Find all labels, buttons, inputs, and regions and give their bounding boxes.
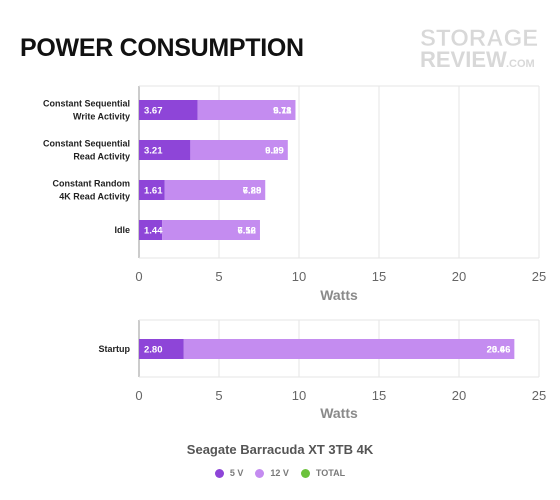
- x-tick-label: 25: [532, 388, 546, 403]
- logo-line1: STORAGE: [420, 25, 538, 52]
- data-label-5v: 2.80: [144, 345, 163, 356]
- bar-12v: [162, 220, 260, 240]
- x-tick-label: 10: [292, 269, 306, 284]
- data-label-total: 23.46: [487, 345, 511, 356]
- category-label: Idle: [114, 225, 130, 235]
- bar-5v: [139, 339, 184, 359]
- x-tick-label: 0: [135, 388, 142, 403]
- chart-title: POWER CONSUMPTION: [20, 34, 304, 62]
- x-tick-label: 10: [292, 388, 306, 403]
- bar-5v: [139, 180, 165, 200]
- category-label: Startup: [99, 344, 131, 354]
- data-label-total: 9.29: [265, 146, 284, 157]
- x-tick-label: 20: [452, 269, 466, 284]
- x-tick-label: 15: [372, 388, 386, 403]
- data-label-12v: 6.09: [265, 146, 284, 157]
- data-label-12v: 6.28: [243, 186, 262, 197]
- legend-swatch: [255, 468, 265, 478]
- legend-title: Seagate Barracuda XT 3TB 4K: [186, 442, 374, 457]
- legend-label: 5 V: [229, 468, 244, 478]
- data-label-12v: 20.66: [487, 345, 511, 356]
- bar-12v: [164, 180, 266, 200]
- legend-item: 5 V: [214, 468, 244, 478]
- category-label: Constant Sequential: [43, 99, 130, 109]
- bar-12v: [190, 140, 288, 160]
- data-label-12v: 6.11: [274, 106, 293, 117]
- bar-12v: [183, 339, 515, 359]
- data-label-12v: 6.12: [237, 226, 256, 237]
- logo-line2: REVIEW: [420, 47, 507, 72]
- legend-swatch: [300, 468, 310, 478]
- legend-item: 12 V: [255, 468, 289, 478]
- legend-item: TOTAL: [300, 468, 346, 478]
- legend-label: 12 V: [270, 468, 289, 478]
- storagereview-logo: STORAGE REVIEW .COM: [420, 25, 539, 72]
- data-label-5v: 3.67: [144, 106, 163, 117]
- legend: 5 V 12 V TOTAL: [0, 468, 560, 480]
- bar-5v: [139, 140, 191, 160]
- x-tick-label: 0: [135, 269, 142, 284]
- legend-swatch: [214, 468, 224, 478]
- bar-5v: [139, 100, 198, 120]
- x-axis-title: Watts: [320, 405, 358, 421]
- data-label-5v: 1.44: [144, 226, 163, 237]
- data-label-total: 7.56: [237, 226, 256, 237]
- logo-suffix: .COM: [506, 58, 535, 70]
- data-label-5v: 3.21: [144, 146, 163, 157]
- x-tick-label: 25: [532, 269, 546, 284]
- x-tick-label: 20: [452, 388, 466, 403]
- bar-12v: [197, 100, 296, 120]
- legend-label: TOTAL: [315, 468, 346, 478]
- x-axis-title: Watts: [320, 287, 358, 303]
- x-tick-label: 5: [215, 269, 222, 284]
- x-tick-label: 15: [372, 269, 386, 284]
- data-label-total: 9.78: [273, 106, 292, 117]
- category-label: Read Activity: [73, 152, 130, 162]
- category-label: Constant Random: [53, 179, 131, 189]
- category-label: Write Activity: [73, 112, 130, 122]
- power-chart: 0 5 10 15 20 25 Watts 3.67 6.119.78 Constant Sequ…: [43, 85, 546, 421]
- category-label: 4K Read Activity: [59, 192, 130, 202]
- category-label: Constant Sequential: [43, 139, 130, 149]
- data-label-5v: 1.61: [144, 186, 163, 197]
- data-label-total: 7.89: [243, 186, 262, 197]
- x-tick-label: 5: [215, 388, 222, 403]
- bar-5v: [139, 220, 163, 240]
